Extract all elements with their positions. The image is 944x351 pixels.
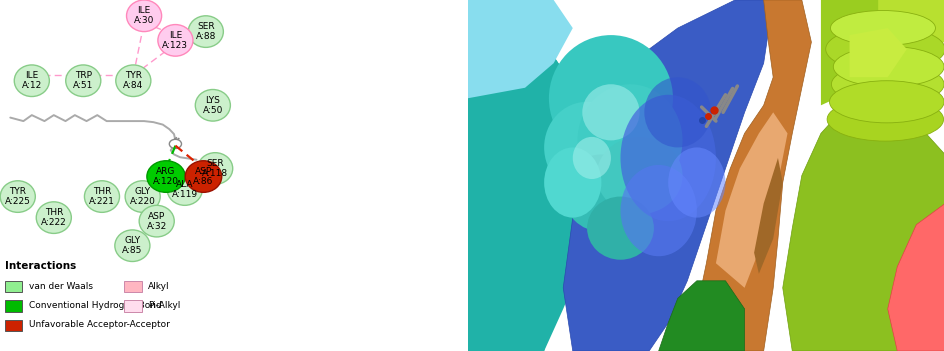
Ellipse shape xyxy=(195,90,230,121)
Text: THR
A:222: THR A:222 xyxy=(41,208,67,227)
Polygon shape xyxy=(782,105,944,351)
Ellipse shape xyxy=(0,181,35,212)
Ellipse shape xyxy=(582,84,639,140)
Ellipse shape xyxy=(188,16,223,47)
Text: ILE
A:12: ILE A:12 xyxy=(22,71,42,90)
Ellipse shape xyxy=(667,147,725,218)
Text: ASP
A:32: ASP A:32 xyxy=(146,212,167,231)
Polygon shape xyxy=(849,28,906,77)
Ellipse shape xyxy=(139,205,174,237)
Polygon shape xyxy=(696,0,811,351)
Ellipse shape xyxy=(572,137,610,179)
Text: THR
A:221: THR A:221 xyxy=(89,187,115,206)
Ellipse shape xyxy=(644,77,711,147)
Polygon shape xyxy=(467,0,572,98)
Ellipse shape xyxy=(544,102,630,193)
Text: Pi-Alkyl: Pi-Alkyl xyxy=(148,301,180,310)
Polygon shape xyxy=(820,0,906,105)
Ellipse shape xyxy=(829,81,943,123)
Text: ILE
A:123: ILE A:123 xyxy=(162,31,188,50)
Text: Interactions: Interactions xyxy=(5,260,76,271)
Ellipse shape xyxy=(116,65,151,97)
Ellipse shape xyxy=(831,63,943,105)
Circle shape xyxy=(169,139,181,148)
Text: SER
A:118: SER A:118 xyxy=(202,159,228,178)
Polygon shape xyxy=(753,158,782,274)
Text: Conventional Hydrogen Bond: Conventional Hydrogen Bond xyxy=(29,301,161,310)
Ellipse shape xyxy=(84,181,119,212)
Polygon shape xyxy=(886,204,944,351)
Ellipse shape xyxy=(586,197,653,260)
Text: van der Waals: van der Waals xyxy=(29,282,93,291)
Ellipse shape xyxy=(126,0,161,32)
Ellipse shape xyxy=(596,137,682,214)
FancyBboxPatch shape xyxy=(124,300,142,312)
Ellipse shape xyxy=(833,46,943,87)
Ellipse shape xyxy=(158,25,193,56)
Text: ARG
A:120: ARG A:120 xyxy=(153,167,178,186)
Polygon shape xyxy=(467,0,591,351)
Text: TYR
A:225: TYR A:225 xyxy=(5,187,31,206)
Text: TRP
A:51: TRP A:51 xyxy=(73,71,93,90)
Text: TYR
A:84: TYR A:84 xyxy=(123,71,143,90)
Ellipse shape xyxy=(197,153,232,184)
Ellipse shape xyxy=(620,95,716,221)
Ellipse shape xyxy=(36,202,71,233)
Ellipse shape xyxy=(830,11,935,46)
Ellipse shape xyxy=(577,84,682,197)
Ellipse shape xyxy=(146,161,185,192)
Text: GLY
A:85: GLY A:85 xyxy=(122,236,143,255)
Ellipse shape xyxy=(620,165,696,256)
Text: Alkyl: Alkyl xyxy=(148,282,170,291)
Text: ILE
A:30: ILE A:30 xyxy=(134,6,154,25)
Ellipse shape xyxy=(563,154,639,232)
Ellipse shape xyxy=(185,161,222,192)
Polygon shape xyxy=(877,0,944,49)
Ellipse shape xyxy=(167,174,202,205)
Text: LYS
A:50: LYS A:50 xyxy=(202,96,223,115)
Text: Unfavorable Acceptor-Acceptor: Unfavorable Acceptor-Acceptor xyxy=(29,320,170,329)
Text: SER
A:88: SER A:88 xyxy=(195,22,216,41)
Ellipse shape xyxy=(825,26,944,72)
Ellipse shape xyxy=(66,65,101,97)
Text: GLY
A:220: GLY A:220 xyxy=(129,187,156,206)
Polygon shape xyxy=(467,0,944,351)
FancyBboxPatch shape xyxy=(5,281,23,292)
Ellipse shape xyxy=(826,98,942,141)
Ellipse shape xyxy=(14,65,49,97)
FancyBboxPatch shape xyxy=(124,281,142,292)
Ellipse shape xyxy=(544,147,600,218)
Ellipse shape xyxy=(125,181,160,212)
Text: ASP
A:86: ASP A:86 xyxy=(194,167,213,186)
Polygon shape xyxy=(716,112,786,288)
FancyBboxPatch shape xyxy=(5,320,23,331)
Ellipse shape xyxy=(115,230,150,261)
Ellipse shape xyxy=(548,35,672,161)
Polygon shape xyxy=(563,0,772,351)
FancyBboxPatch shape xyxy=(5,300,23,312)
Polygon shape xyxy=(658,281,744,351)
Polygon shape xyxy=(467,35,610,351)
Text: ALA
A:119: ALA A:119 xyxy=(172,180,197,199)
